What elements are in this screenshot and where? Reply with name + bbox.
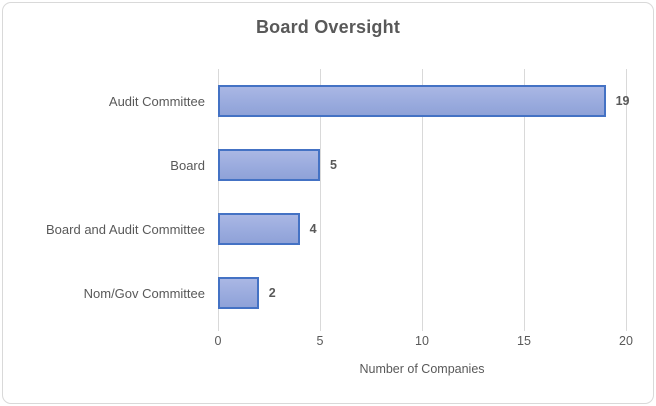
gridline-0 — [218, 69, 219, 331]
bar-audit-committee — [218, 85, 606, 117]
category-label: Board — [170, 157, 205, 173]
chart-title: Board Oversight — [255, 17, 401, 37]
x-tick-label-10: 10 — [415, 334, 429, 348]
category-labels: Audit Committee Board Board and Audit Comm… — [13, 69, 205, 325]
gridline-5 — [320, 69, 321, 331]
x-tick-label-0: 0 — [214, 334, 222, 348]
bar-board — [218, 149, 320, 181]
x-tick-label-20: 20 — [619, 334, 633, 348]
category-label: Nom/Gov Committee — [83, 285, 205, 301]
category-label: Board and Audit Committee — [46, 221, 205, 237]
gridline-20 — [626, 69, 627, 331]
gridline-15 — [524, 69, 525, 331]
bar-board-and-audit-committee — [218, 213, 300, 245]
x-tick-label-5: 5 — [316, 334, 324, 348]
value-label: 19 — [615, 94, 630, 108]
gridline-10 — [422, 69, 423, 331]
x-axis-title: Number of Companies — [359, 362, 485, 376]
x-tick-label-15: 15 — [517, 334, 531, 348]
plot-area: 19 5 4 2 — [218, 69, 630, 331]
value-label: 5 — [330, 158, 337, 172]
value-label: 4 — [309, 222, 317, 236]
bar-row: 4 — [218, 197, 626, 261]
category-label: Audit Committee — [108, 93, 205, 109]
bar-row: 2 — [218, 261, 626, 325]
bar-row: 19 — [218, 69, 630, 133]
bar-nom-gov-committee — [218, 277, 259, 309]
value-label: 2 — [268, 286, 276, 300]
bar-row: 5 — [218, 133, 626, 197]
